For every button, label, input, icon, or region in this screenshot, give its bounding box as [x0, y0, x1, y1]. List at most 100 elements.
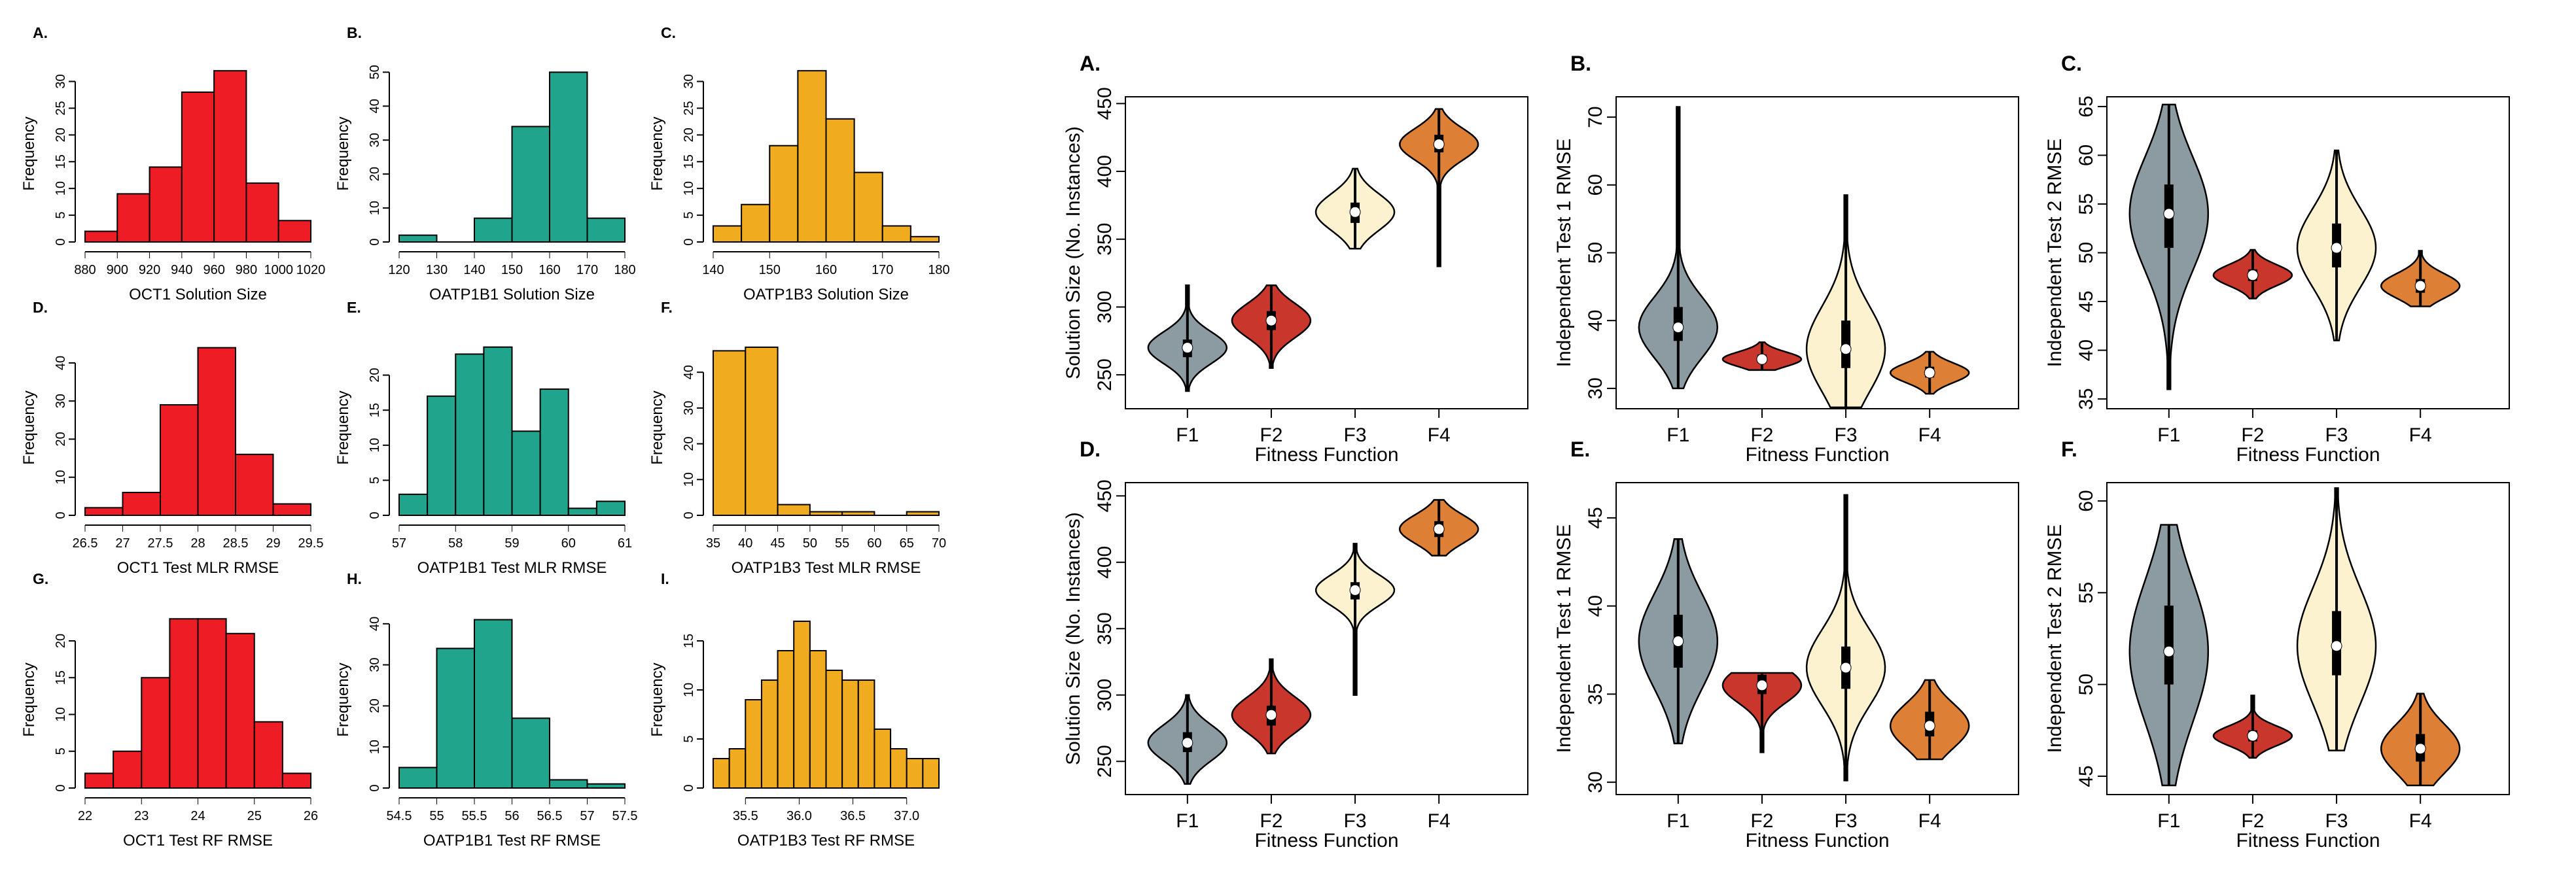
histogram-bar	[246, 183, 278, 242]
violin-median-point	[1673, 636, 1684, 647]
y-tick-label: 10	[368, 201, 382, 215]
y-tick-label: 15	[368, 403, 382, 417]
y-tick-label: 10	[54, 470, 68, 485]
histogram-bar	[85, 232, 117, 242]
x-axis-title: OATP1B3 Test MLR RMSE	[732, 559, 921, 577]
histogram-bar	[883, 226, 911, 242]
y-tick-label: 20	[54, 128, 68, 142]
violin-panel-6: F1 F2 F3 F445505560Fitness FunctionIndepend…	[2044, 438, 2509, 851]
x-tick-label: F1	[1667, 810, 1689, 832]
panel-label: F.	[661, 299, 673, 316]
violin-median-point	[1924, 368, 1935, 378]
y-tick-label: 250	[1094, 745, 1116, 778]
x-axis-title: OCT1 Solution Size	[129, 286, 267, 303]
x-tick-label: 22	[78, 809, 92, 823]
histogram-bar	[399, 494, 427, 515]
y-tick-label: 10	[682, 683, 696, 697]
y-tick-label: 30	[54, 394, 68, 408]
histogram-bar	[588, 784, 626, 788]
x-tick-label: 180	[928, 263, 949, 277]
x-tick-label: 28.5	[223, 536, 249, 551]
x-axis-title: OATP1B1 Test RF RMSE	[423, 832, 601, 849]
x-tick-label: F2	[2241, 424, 2264, 446]
histogram-bar	[810, 651, 826, 788]
y-tick-label: 35	[2075, 388, 2097, 409]
histogram-bar	[842, 512, 874, 515]
y-tick-label: 0	[54, 784, 68, 791]
figure-canvas: 880 900 920 940 960 980 1000 1020051015202530OC…	[0, 0, 2576, 875]
x-tick-label: 29.5	[298, 536, 324, 551]
y-tick-label: 10	[54, 181, 68, 196]
y-tick-label: 30	[368, 658, 382, 672]
histogram-bar	[226, 634, 255, 788]
x-tick-label: 180	[614, 263, 635, 277]
x-tick-label: 960	[203, 263, 224, 277]
x-tick-label: 23	[134, 809, 149, 823]
y-axis-title: Independent Test 1 RMSE	[1553, 139, 1575, 368]
histogram-bar	[399, 235, 437, 242]
x-tick-label: 40	[738, 536, 752, 551]
x-tick-label: 150	[759, 263, 781, 277]
x-tick-label: 56.5	[537, 809, 563, 823]
x-tick-label: F4	[1428, 810, 1451, 832]
violin-panel-4: F1 F2 F3 F4250300350400450Fitness FunctionS…	[1063, 438, 1528, 851]
histogram-bar	[474, 218, 512, 242]
x-tick-label: 28	[190, 536, 205, 551]
panel-label: F.	[2061, 438, 2077, 461]
y-axis-title: Frequency	[20, 390, 38, 464]
violin-median-point	[2248, 270, 2258, 281]
x-tick-label: 940	[171, 263, 192, 277]
panel-label: H.	[347, 570, 362, 587]
y-tick-label: 450	[1094, 479, 1116, 512]
histogram-bar	[214, 71, 246, 242]
violin-median-point	[1182, 343, 1193, 353]
x-tick-label: 29	[266, 536, 280, 551]
violin-panel-2: F1 F2 F3 F43040506070Fitness FunctionIndepe…	[1553, 52, 2019, 466]
violin-median-point	[1350, 207, 1360, 217]
x-tick-label: F3	[1344, 810, 1367, 832]
x-tick-label: 54.5	[387, 809, 412, 823]
histogram-bar	[283, 774, 311, 789]
panel-label: B.	[1570, 52, 1591, 75]
y-tick-label: 20	[54, 634, 68, 648]
x-tick-label: F2	[1260, 424, 1282, 446]
x-tick-label: F4	[1918, 424, 1941, 446]
x-tick-label: F4	[2409, 424, 2432, 446]
y-tick-label: 70	[1585, 106, 1606, 128]
histogram-bar	[911, 237, 939, 242]
y-tick-label: 50	[2075, 242, 2097, 264]
x-tick-label: 130	[426, 263, 448, 277]
x-tick-label: F3	[1344, 424, 1367, 446]
violin-median-point	[2415, 281, 2426, 291]
histogram-bar	[550, 780, 588, 788]
histogram-bar	[826, 119, 855, 242]
y-tick-label: 0	[682, 784, 696, 791]
x-tick-label: F2	[1750, 810, 1773, 832]
panel-label: B.	[347, 24, 362, 41]
violin-median-point	[2331, 641, 2342, 651]
histogram-panel-6: 35 40 45 50 55 60 65 70 0 10 20 30 40 OATP1B3 Test ML…	[648, 299, 946, 577]
violin-median-point	[1757, 354, 1767, 364]
violin-median-point	[1182, 738, 1193, 748]
histogram-bar	[113, 751, 141, 788]
y-axis-title: Frequency	[334, 390, 352, 464]
y-axis-title: Frequency	[648, 662, 666, 736]
y-tick-label: 50	[368, 65, 382, 79]
histogram-bar	[512, 718, 550, 788]
y-tick-label: 40	[368, 617, 382, 631]
histogram-bar	[198, 348, 236, 515]
histogram-bar	[399, 768, 437, 788]
histogram-bar	[123, 492, 161, 515]
y-tick-label: 55	[2075, 582, 2097, 604]
panel-label: C.	[661, 24, 676, 41]
x-tick-label: 1000	[264, 263, 293, 277]
y-tick-label: 35	[1585, 683, 1606, 705]
x-tick-label: 900	[107, 263, 128, 277]
violin-panel-5: F1 F2 F3 F430354045Fitness FunctionIndepend…	[1553, 438, 2019, 851]
x-axis-title: Fitness Function	[1745, 444, 1889, 466]
y-tick-label: 10	[368, 438, 382, 453]
violin-panel-3: F1 F2 F3 F435404550556065Fitness FunctionIn…	[2044, 52, 2509, 466]
y-axis-title: Independent Test 1 RMSE	[1553, 524, 1575, 753]
y-tick-label: 30	[1585, 771, 1606, 793]
histogram-panel-2: 120 130 140 150 160 170 180 0 10 20 30 40 50 OATP1B1 …	[334, 24, 636, 303]
